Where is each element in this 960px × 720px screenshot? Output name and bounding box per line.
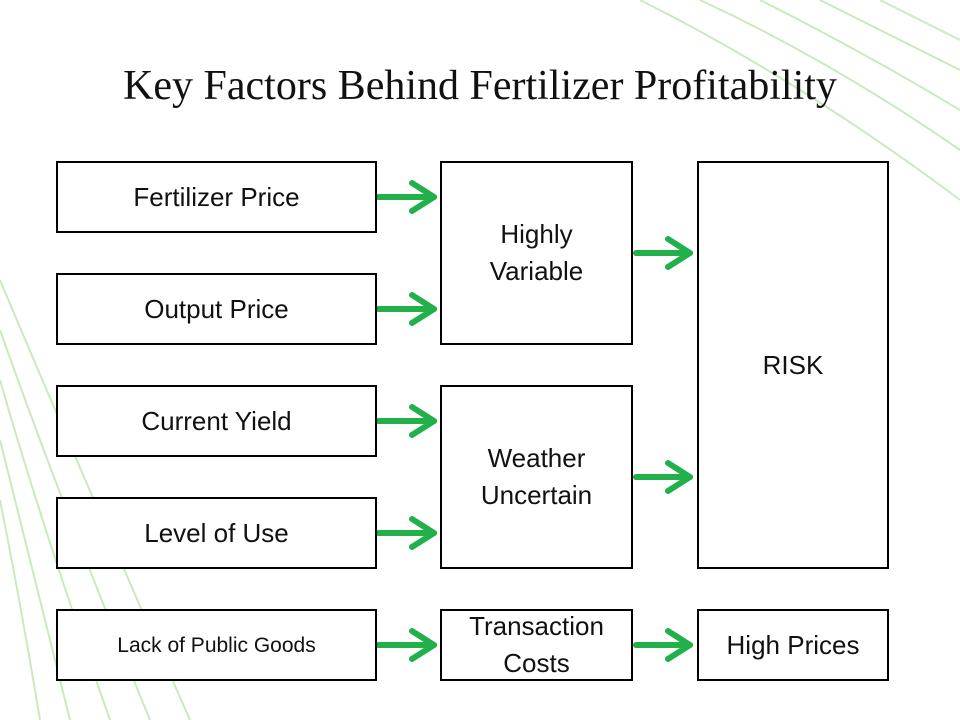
title: Key Factors Behind Fertilizer Profitabil… bbox=[123, 63, 837, 109]
node: Fertilizer Price bbox=[56, 161, 377, 233]
node: Lack of Public Goods bbox=[56, 609, 377, 681]
node: Output Price bbox=[56, 273, 377, 345]
node: RISK bbox=[697, 161, 889, 569]
arrow bbox=[375, 292, 437, 326]
node-label: RISK bbox=[762, 349, 824, 380]
node: Level of Use bbox=[56, 497, 377, 569]
arrow bbox=[633, 236, 693, 270]
node-label: Fertilizer Price bbox=[133, 181, 300, 212]
node-label: Uncertain bbox=[480, 480, 593, 510]
arrow bbox=[375, 516, 437, 550]
node-label: Weather bbox=[487, 443, 586, 473]
node: Highly Variable bbox=[440, 161, 633, 345]
node: High Prices bbox=[697, 609, 889, 681]
node-label: High Prices bbox=[726, 629, 860, 660]
node-label: Variable bbox=[489, 256, 584, 286]
node-label: Costs bbox=[503, 648, 570, 678]
node-label: Output Price bbox=[144, 293, 289, 324]
node-label: Transaction bbox=[469, 611, 604, 641]
node: Transaction Costs bbox=[440, 609, 633, 681]
arrow bbox=[633, 460, 693, 494]
node: Weather Uncertain bbox=[440, 385, 633, 569]
node-label: Highly bbox=[500, 219, 573, 249]
arrow bbox=[375, 180, 437, 214]
node-label: Lack of Public Goods bbox=[117, 633, 316, 657]
arrow bbox=[375, 628, 437, 662]
arrow bbox=[633, 628, 693, 662]
node: Current Yield bbox=[56, 385, 377, 457]
arrow bbox=[375, 404, 437, 438]
node-label: Current Yield bbox=[141, 405, 292, 436]
node-label: Level of Use bbox=[144, 517, 289, 548]
